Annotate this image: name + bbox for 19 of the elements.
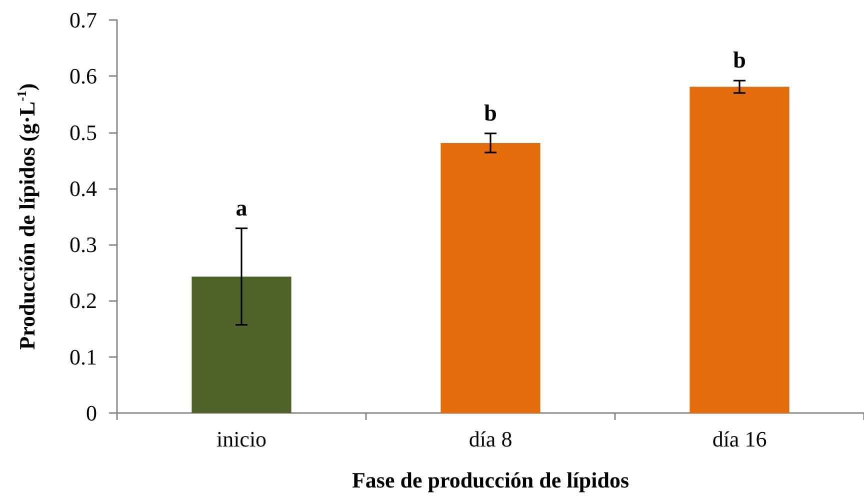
annotation: b xyxy=(484,100,497,126)
x-tick-label: día 8 xyxy=(468,426,512,452)
y-tick-label: 0 xyxy=(86,400,97,426)
bar xyxy=(192,276,292,413)
bar xyxy=(440,142,540,413)
y-tick-label: 0.2 xyxy=(70,288,97,314)
y-tick-label: 0.3 xyxy=(70,232,97,258)
y-tick-label: 0.6 xyxy=(70,64,97,89)
y-tick-label: 0.4 xyxy=(70,176,97,201)
x-tick-label: día 16 xyxy=(712,426,767,452)
y-tick-label: 0.5 xyxy=(70,120,97,145)
y-tick-label: 0.1 xyxy=(70,344,97,370)
x-axis-title: Fase de producción de lípidos xyxy=(352,468,630,492)
annotation: b xyxy=(733,48,746,73)
x-tick-label: inicio xyxy=(216,426,267,452)
annotation: a xyxy=(236,195,248,220)
y-tick-label: 0.7 xyxy=(70,8,97,32)
bar xyxy=(690,86,790,413)
y-axis-title: Producción de lípidos (g·L-1) xyxy=(14,83,40,350)
